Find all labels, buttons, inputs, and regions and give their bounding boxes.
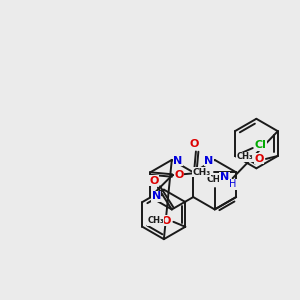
Text: N: N bbox=[204, 156, 213, 166]
Text: O: O bbox=[162, 216, 171, 226]
Text: O: O bbox=[254, 154, 264, 164]
Text: N: N bbox=[152, 191, 161, 201]
Text: CH₃: CH₃ bbox=[192, 168, 211, 177]
Text: CH₃: CH₃ bbox=[147, 216, 164, 225]
Text: N: N bbox=[220, 172, 229, 182]
Text: Cl: Cl bbox=[255, 140, 267, 150]
Text: CH₃: CH₃ bbox=[207, 175, 225, 184]
Text: O: O bbox=[189, 139, 199, 148]
Text: N: N bbox=[173, 156, 182, 166]
Text: O: O bbox=[174, 170, 184, 180]
Text: CH₃: CH₃ bbox=[237, 152, 254, 161]
Text: O: O bbox=[149, 176, 159, 186]
Text: H: H bbox=[229, 179, 236, 189]
